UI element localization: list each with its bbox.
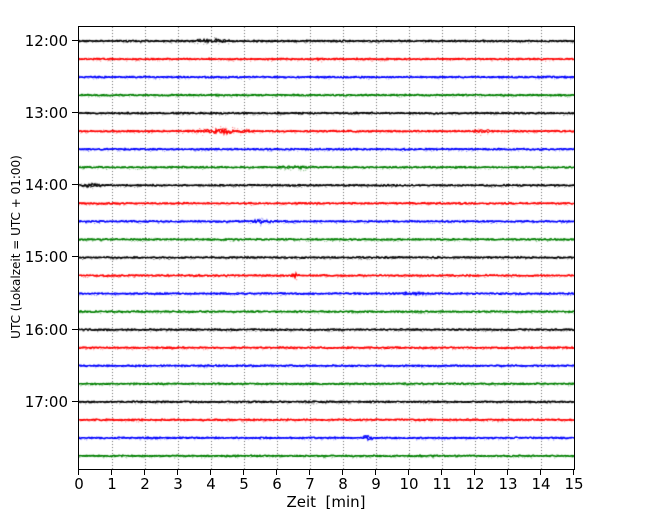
x-axis-tick <box>276 470 277 475</box>
x-axis-tick <box>375 470 376 475</box>
y-axis-tick <box>72 256 78 258</box>
x-axis-tick <box>408 470 409 475</box>
x-axis-tick <box>474 470 475 475</box>
y-tick-label: 14:00 <box>24 176 68 195</box>
x-tick-label: 5 <box>239 475 249 493</box>
x-tick-label: 4 <box>206 475 216 493</box>
x-tick-label: 9 <box>371 475 381 493</box>
x-axis-tick <box>210 470 211 475</box>
y-tick-label: 17:00 <box>24 392 68 411</box>
x-tick-label: 7 <box>305 475 315 493</box>
x-axis-tick <box>177 470 178 475</box>
y-tick-label: 15:00 <box>24 248 68 267</box>
x-axis-tick <box>309 470 310 475</box>
x-tick-label: 10 <box>399 475 419 493</box>
y-axis-tick <box>72 184 78 186</box>
plot-area <box>78 26 575 470</box>
x-tick-label: 3 <box>173 475 183 493</box>
x-tick-label: 8 <box>338 475 348 493</box>
x-tick-label: 15 <box>564 475 584 493</box>
seismogram-trace-canvas <box>79 27 574 469</box>
x-tick-label: 13 <box>498 475 518 493</box>
x-tick-label: 12 <box>465 475 485 493</box>
x-axis-tick <box>243 470 244 475</box>
x-axis-tick <box>342 470 343 475</box>
x-tick-label: 0 <box>74 475 84 493</box>
x-axis-tick <box>507 470 508 475</box>
x-axis-tick <box>573 470 574 475</box>
y-axis-tick <box>72 112 78 114</box>
y-axis-tick <box>72 328 78 330</box>
x-tick-label: 14 <box>531 475 551 493</box>
x-axis-tick <box>144 470 145 475</box>
x-tick-label: 1 <box>107 475 117 493</box>
x-tick-label: 6 <box>272 475 282 493</box>
y-tick-label: 16:00 <box>24 320 68 339</box>
y-tick-label: 12:00 <box>24 32 68 50</box>
y-axis-tick <box>72 400 78 402</box>
x-tick-label: 11 <box>432 475 452 493</box>
x-axis-label: Zeit [min] <box>286 493 366 511</box>
x-axis-tick <box>78 470 79 475</box>
y-tick-label: 13:00 <box>24 104 68 123</box>
x-tick-label: 2 <box>140 475 150 493</box>
x-axis-tick <box>111 470 112 475</box>
x-axis-tick <box>441 470 442 475</box>
x-axis-tick <box>540 470 541 475</box>
y-axis-tick <box>72 40 78 41</box>
